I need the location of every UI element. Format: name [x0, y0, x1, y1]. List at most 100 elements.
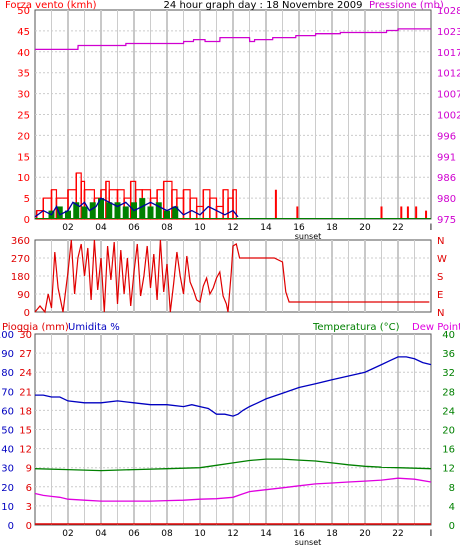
temperature-y-tick: 4 [449, 502, 455, 513]
pressure-y-tick: 1017 [437, 48, 460, 59]
bottom-sunset-label: sunset [295, 538, 322, 547]
wind-green-bar [164, 210, 170, 219]
x-tick-label: 12 [227, 223, 238, 233]
direction-left-ticks: 0 90 180 270 360 [11, 236, 30, 319]
x-tick-label: 06 [128, 223, 140, 233]
humidity-y-tick: 0 [8, 521, 14, 532]
top-left-axis-title: Forza vento (kmh) [5, 0, 97, 11]
wind-y-tick: 25 [17, 111, 30, 122]
wind-y-tick: 20 [17, 131, 30, 142]
x-tick-label: 18 [326, 529, 338, 539]
humidity-y-tick: 90 [1, 349, 14, 360]
temperature-axis-title: Temperatura (°C) [312, 322, 400, 333]
dewpoint-line [34, 477, 432, 502]
humidity-y-tick: 40 [1, 445, 14, 456]
direction-y-tick: 180 [11, 272, 30, 283]
x-tick-label: 16 [293, 223, 305, 233]
bottom-series [34, 356, 432, 525]
rain-y-tick: 30 [19, 330, 32, 341]
x-tick-label: 12 [227, 529, 238, 539]
direction-y-tick: 90 [17, 290, 30, 301]
humidity-y-tick: 30 [1, 464, 14, 475]
wind-green-bar [147, 206, 154, 219]
rain-y-tick: 24 [19, 368, 32, 379]
bottom-x-ticks: 02 04 06 08 10 12 14 16 18 20 22 I [62, 529, 432, 539]
humidity-y-tick: 80 [1, 368, 14, 379]
wind-green-bar [89, 202, 96, 219]
wind-green-bar [98, 198, 104, 219]
bottom-right-ticks: 0 4 8 12 16 20 24 28 32 36 40 [442, 330, 455, 532]
top-x-ticks: 02 04 06 08 10 12 14 16 18 20 22 I [62, 223, 432, 233]
wind-y-tick: 10 [17, 173, 30, 184]
rain-y-tick: 0 [26, 521, 32, 532]
x-tick-label: 22 [392, 223, 403, 233]
wind-green-bar [122, 206, 129, 219]
x-tick-label: 18 [326, 223, 338, 233]
compass-letter: E [437, 290, 443, 301]
wind-green-bar [81, 206, 88, 219]
x-tick-label: 22 [392, 529, 403, 539]
bottom-left-ticks: 0 10 20 30 40 50 60 70 80 90 100 [0, 330, 14, 532]
top-right-ticks: 975 980 986 991 996 1002 1007 1012 1017 1023 1028 [437, 6, 460, 226]
bottom-grid [35, 334, 431, 525]
wind-green-bar [114, 202, 121, 219]
wind-y-tick: 0 [24, 215, 30, 226]
wind-green-bar [65, 210, 71, 219]
x-tick-label: 06 [128, 529, 140, 539]
wind-y-tick: 45 [17, 27, 30, 38]
rain-y-tick: 9 [26, 464, 32, 475]
direction-y-tick: 0 [24, 308, 30, 319]
rain-axis-title: Pioggia (mm) [2, 322, 69, 333]
humidity-line [35, 356, 432, 417]
pressure-y-tick: 1002 [437, 111, 460, 122]
wind-y-tick: 35 [17, 69, 30, 80]
temperature-y-tick: 40 [442, 330, 455, 341]
compass-letter: N [437, 236, 444, 247]
direction-line [34, 239, 430, 314]
humidity-y-tick: 20 [1, 483, 14, 494]
temperature-y-tick: 8 [449, 483, 455, 494]
wind-green-bar [73, 202, 80, 219]
top-sunset-label: sunset [295, 232, 322, 241]
x-tick-label: 14 [260, 223, 272, 233]
humidity-y-tick: 70 [1, 387, 14, 398]
wind-y-tick: 15 [17, 152, 30, 163]
pressure-y-tick: 975 [437, 215, 456, 226]
top-left-ticks: 0 5 10 15 20 25 30 35 40 45 50 [17, 6, 30, 226]
direction-y-tick: 270 [11, 254, 30, 265]
temperature-y-tick: 32 [442, 368, 455, 379]
wind-green-bar [106, 202, 113, 219]
x-tick-label: 10 [194, 223, 206, 233]
wind-y-tick: 30 [17, 90, 30, 101]
x-tick-label: 08 [161, 529, 173, 539]
temperature-y-tick: 24 [442, 406, 455, 417]
wind-average-line [34, 197, 239, 218]
pressure-y-tick: 1028 [437, 6, 460, 17]
compass-letter: S [437, 272, 443, 283]
rain-y-tick: 27 [19, 349, 32, 360]
x-tick-label: 20 [359, 223, 371, 233]
pressure-y-tick: 1012 [437, 69, 460, 80]
temperature-y-tick: 36 [442, 349, 455, 360]
rain-y-tick: 18 [19, 406, 32, 417]
pressure-y-tick: 996 [437, 131, 456, 142]
x-tick-label: 02 [62, 529, 73, 539]
humidity-y-tick: 10 [1, 502, 14, 513]
wind-y-tick: 50 [17, 6, 30, 17]
rain-y-tick: 15 [19, 426, 32, 437]
panel-bottom: 0102030405060708090100 03691215182124273… [0, 322, 460, 547]
x-tick-label: 04 [95, 223, 107, 233]
x-tick-label: 20 [359, 529, 371, 539]
top-chart-title: 24 hour graph day : 18 Novembre 2009 [164, 0, 363, 11]
humidity-y-tick: 60 [1, 406, 14, 417]
x-tick-label: 16 [293, 529, 305, 539]
x-tick-label: 14 [260, 529, 272, 539]
rain-y-tick: 3 [26, 502, 32, 513]
dewpoint-axis-title: Dew Point [412, 322, 460, 333]
x-tick-label: 08 [161, 223, 173, 233]
bottom-inner-ticks: 0 3 6 9 12 15 18 21 24 27 30 [19, 330, 32, 532]
humidity-y-tick: 100 [0, 330, 14, 341]
x-tick-label: 04 [95, 529, 107, 539]
